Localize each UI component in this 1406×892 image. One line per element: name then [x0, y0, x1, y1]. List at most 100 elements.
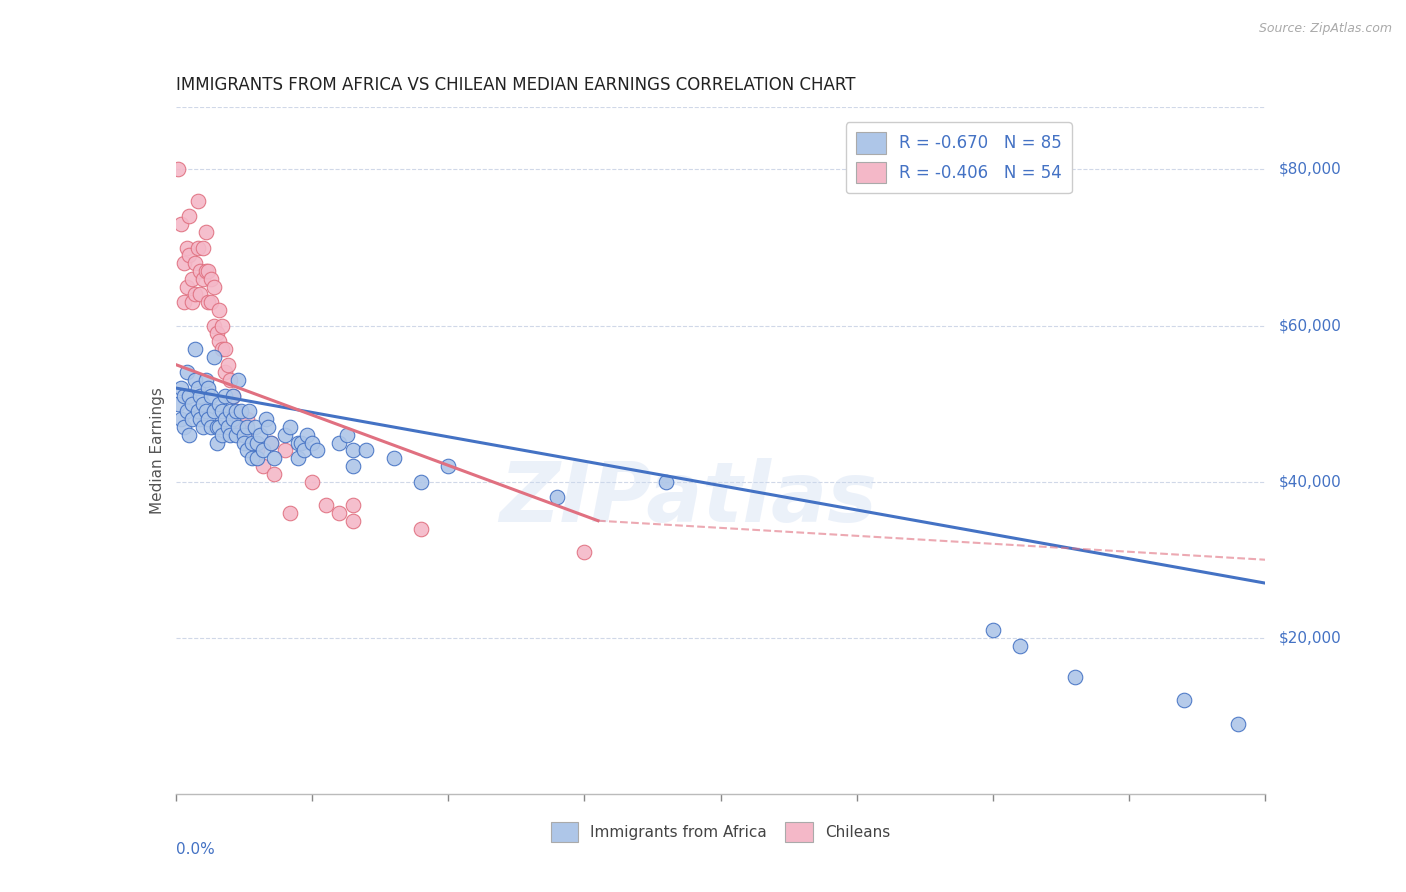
Point [254, 412, 277, 426]
Point [200, 271, 222, 285]
Point [228, 373, 250, 387]
Point [342, 458, 364, 473]
Text: $80,000: $80,000 [1279, 162, 1341, 177]
Point [219, 427, 242, 442]
Point [409, 475, 432, 489]
Point [200, 420, 222, 434]
Point [205, 420, 228, 434]
Text: $20,000: $20,000 [1279, 631, 1341, 645]
Point [191, 420, 214, 434]
Point [179, 427, 201, 442]
Point [252, 458, 274, 473]
Point [208, 303, 231, 318]
Point [274, 427, 297, 442]
Point [260, 435, 283, 450]
Point [167, 162, 190, 177]
Point [191, 396, 214, 410]
Point [194, 373, 217, 387]
Point [191, 240, 214, 255]
Point [181, 271, 204, 285]
Point [655, 475, 678, 489]
Point [186, 194, 209, 208]
Point [219, 404, 242, 418]
Point [232, 427, 254, 442]
Point [238, 404, 260, 418]
Point [315, 498, 337, 512]
Point [184, 287, 207, 301]
Point [225, 404, 247, 418]
Point [1063, 670, 1085, 684]
Point [257, 420, 280, 434]
Point [194, 404, 217, 418]
Point [208, 334, 231, 349]
Text: $40,000: $40,000 [1279, 475, 1341, 489]
Point [214, 412, 236, 426]
Point [232, 427, 254, 442]
Text: Source: ZipAtlas.com: Source: ZipAtlas.com [1258, 22, 1392, 36]
Point [342, 498, 364, 512]
Text: ZIPatlas: ZIPatlas [499, 458, 877, 539]
Point [181, 295, 204, 310]
Point [188, 287, 211, 301]
Text: 0.0%: 0.0% [176, 842, 215, 857]
Point [211, 427, 233, 442]
Point [214, 366, 236, 380]
Point [240, 435, 263, 450]
Point [409, 521, 432, 535]
Point [214, 342, 236, 356]
Point [219, 373, 242, 387]
Point [186, 404, 209, 418]
Point [191, 271, 214, 285]
Point [181, 412, 204, 426]
Point [173, 420, 195, 434]
Text: IMMIGRANTS FROM AFRICA VS CHILEAN MEDIAN EARNINGS CORRELATION CHART: IMMIGRANTS FROM AFRICA VS CHILEAN MEDIAN… [176, 77, 855, 95]
Point [342, 514, 364, 528]
Point [202, 318, 225, 333]
Point [200, 295, 222, 310]
Point [184, 256, 207, 270]
Point [287, 451, 309, 466]
Point [197, 264, 219, 278]
Point [170, 412, 193, 426]
Point [328, 435, 350, 450]
Point [179, 389, 201, 403]
Point [278, 420, 301, 434]
Point [202, 279, 225, 293]
Point [301, 435, 323, 450]
Point [167, 396, 190, 410]
Point [301, 475, 323, 489]
Point [194, 264, 217, 278]
Point [217, 358, 239, 372]
Point [235, 412, 257, 426]
Point [328, 506, 350, 520]
Point [232, 435, 254, 450]
Point [186, 240, 209, 255]
Point [437, 458, 460, 473]
Point [356, 443, 378, 458]
Point [217, 420, 239, 434]
Point [222, 412, 245, 426]
Point [170, 381, 193, 395]
Point [290, 435, 312, 450]
Point [222, 389, 245, 403]
Point [222, 389, 245, 403]
Point [295, 427, 318, 442]
Point [252, 443, 274, 458]
Point [574, 545, 596, 559]
Point [173, 256, 195, 270]
Point [240, 451, 263, 466]
Point [235, 420, 257, 434]
Point [546, 490, 568, 504]
Point [225, 404, 247, 418]
Point [246, 451, 269, 466]
Point [176, 279, 198, 293]
Point [179, 248, 201, 262]
Point [243, 420, 266, 434]
Point [173, 295, 195, 310]
Point [181, 396, 204, 410]
Legend: Immigrants from Africa, Chileans: Immigrants from Africa, Chileans [544, 816, 897, 848]
Point [202, 404, 225, 418]
Point [231, 404, 253, 418]
Point [211, 342, 233, 356]
Point [208, 420, 231, 434]
